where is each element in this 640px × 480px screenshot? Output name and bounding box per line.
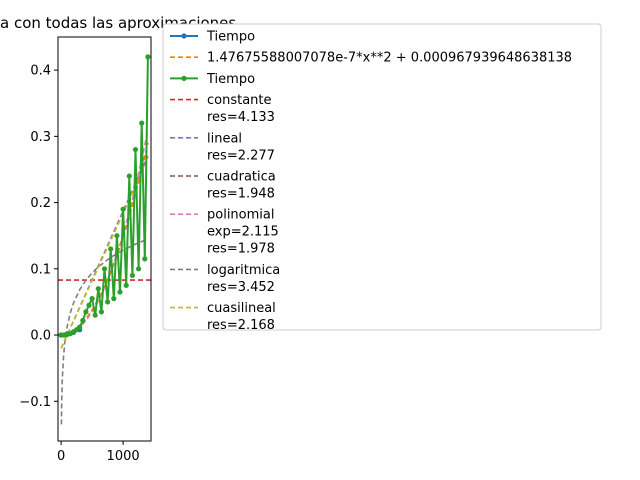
series-2-line xyxy=(61,56,149,336)
y-tick-label: 0.0 xyxy=(30,329,51,344)
legend-entry-label: cuasilineal xyxy=(207,301,276,316)
legend-entry-label: constante xyxy=(207,93,272,108)
y-tick-label: 0.1 xyxy=(30,262,51,277)
legend-entry-label: res=1.948 xyxy=(207,187,275,202)
legend-entry-label: res=2.277 xyxy=(207,148,275,163)
series-2-point xyxy=(129,272,135,279)
legend-entry-label: res=1.978 xyxy=(207,242,275,257)
legend-entry-label: 1.47675588007078e-7*x**2 + 0.00096793964… xyxy=(207,51,572,66)
series-1-line xyxy=(61,142,149,336)
legend-entry-label: logaritmica xyxy=(207,263,280,278)
series-2-point xyxy=(145,54,151,60)
x-tick-label: 1000 xyxy=(107,449,140,464)
plot-area xyxy=(58,54,151,425)
legend-entry-label: Tiempo xyxy=(206,30,255,45)
series-2-point xyxy=(98,309,104,315)
legend: Tiempo 1.47675588007078e-7*x**2 + 0.00096… xyxy=(162,23,602,333)
series-2-point xyxy=(111,296,117,302)
series-2-point xyxy=(126,173,132,179)
axes-frame xyxy=(57,36,152,442)
series-2-point xyxy=(83,309,89,315)
legend-marker xyxy=(181,33,187,39)
axes: −0.1 0.0 0.1 0.2 0.3 0.4 0 1000 xyxy=(19,36,152,464)
legend-entry-label: res=4.133 xyxy=(207,110,275,125)
series-2-point xyxy=(117,289,123,295)
series-2-point xyxy=(80,317,86,324)
series-2-point xyxy=(136,266,142,272)
legend-entry-label: res=3.452 xyxy=(207,280,275,295)
series-2-point xyxy=(77,324,83,330)
series-2-point xyxy=(114,233,120,239)
y-tick-label: −0.1 xyxy=(19,395,51,410)
series-2-point xyxy=(120,206,126,212)
legend-entry-label: Tiempo xyxy=(206,72,255,87)
series-2-point xyxy=(101,266,108,272)
legend-marker xyxy=(181,75,187,81)
y-tick-label: 0.4 xyxy=(30,64,51,79)
legend-entry-label: polinomial xyxy=(207,208,274,223)
series-2-point xyxy=(89,296,95,302)
series-2-point xyxy=(86,302,92,308)
series-8-line xyxy=(60,159,149,349)
series-2-point xyxy=(95,286,101,292)
legend-entry-label: cuadratica xyxy=(207,170,276,185)
series-2-point xyxy=(105,299,111,305)
series-2-point xyxy=(139,120,145,126)
series-2-point xyxy=(132,146,139,153)
y-tick-label: 0.2 xyxy=(30,196,51,211)
legend-entry-label: exp=2.115 xyxy=(207,225,279,240)
series-2-point xyxy=(142,256,148,262)
series-7-line xyxy=(60,238,149,425)
y-tick-label: 0.3 xyxy=(30,130,51,145)
x-tick-label: 0 xyxy=(57,449,65,464)
legend-entry-label: lineal xyxy=(207,131,242,146)
series-2-point xyxy=(108,246,114,252)
legend-entry-label: res=2.168 xyxy=(207,318,275,333)
legend-box xyxy=(162,23,602,331)
series-2-point xyxy=(123,282,129,288)
series-2-point xyxy=(92,312,98,318)
